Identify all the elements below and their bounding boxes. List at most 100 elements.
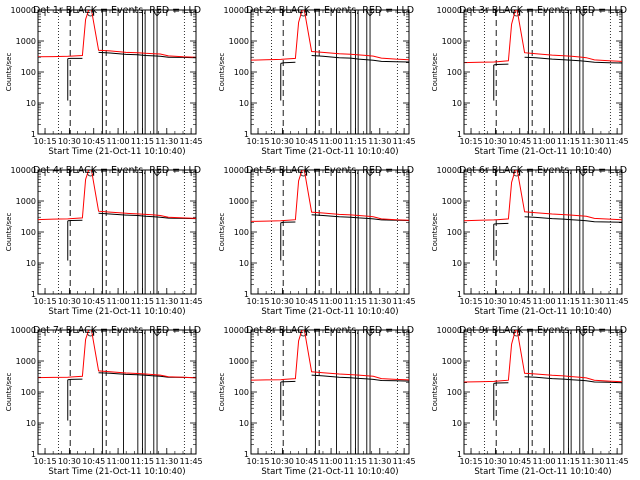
x-axis-label: Start Time (21-Oct-11 10:10:40)	[48, 467, 185, 477]
x-tick-label: 11:00	[107, 297, 130, 306]
series-line-events	[280, 55, 409, 64]
x-tick-label: 11:00	[107, 457, 130, 466]
series-line-lld	[251, 10, 409, 61]
bracket-marker	[365, 170, 375, 177]
x-tick-label: 10:30	[271, 297, 294, 306]
x-tick-label: 10:15	[460, 137, 483, 146]
x-tick-label: 10:15	[460, 297, 483, 306]
x-tick-label: 11:45	[393, 297, 416, 306]
series-line-events	[280, 374, 409, 383]
x-tick-label: 10:15	[247, 297, 270, 306]
y-tick-label: 1000	[16, 197, 36, 206]
panel-det-2: 1 10 100 1000 10000 10:15 10:30 10:45 11:00 11:15…	[218, 5, 416, 157]
panel-det-3: 1 10 100 1000 10000 10:15 10:30 10:45 11:00 11:15…	[431, 5, 629, 157]
series-line-lld	[251, 330, 409, 381]
x-tick-label: 10:45	[508, 137, 531, 146]
x-tick-label: 11:30	[368, 457, 391, 466]
series-line-events	[493, 216, 622, 225]
x-axis-label: Start Time (21-Oct-11 10:10:40)	[474, 147, 611, 157]
y-tick-label: 10	[26, 99, 36, 108]
bracket-marker	[578, 330, 588, 337]
x-tick-label: 11:30	[155, 297, 178, 306]
bracket-marker	[578, 170, 588, 177]
y-tick-label: 1	[457, 290, 462, 299]
x-tick-label: 11:30	[581, 137, 604, 146]
plot-frame	[463, 9, 623, 135]
y-tick-label: 10000	[11, 6, 36, 15]
y-axis-label: Counts/sec	[5, 373, 13, 412]
series-line-events	[67, 212, 196, 222]
plot-frame	[250, 169, 410, 295]
y-tick-label: 10	[26, 259, 36, 268]
series-line-events	[280, 214, 409, 224]
x-tick-label: 10:45	[82, 457, 105, 466]
x-tick-label: 10:15	[247, 137, 270, 146]
x-tick-label: 11:00	[533, 297, 556, 306]
x-tick-label: 11:30	[368, 137, 391, 146]
x-tick-label: 10:30	[58, 297, 81, 306]
x-tick-label: 11:45	[180, 457, 203, 466]
y-tick-label: 100	[447, 228, 462, 237]
y-tick-label: 1	[31, 130, 36, 139]
y-tick-label: 1	[457, 450, 462, 459]
series-line-events	[493, 376, 622, 384]
y-tick-label: 1000	[16, 357, 36, 366]
y-tick-label: 10000	[437, 326, 462, 335]
x-tick-label: 11:00	[533, 457, 556, 466]
series-line-lld	[38, 10, 196, 58]
y-tick-label: 10	[452, 99, 462, 108]
x-tick-label: 11:45	[180, 297, 203, 306]
series-line-events	[67, 51, 196, 60]
x-axis-label: Start Time (21-Oct-11 10:10:40)	[474, 307, 611, 317]
series-line-lld	[38, 170, 196, 221]
x-tick-label: 11:30	[155, 457, 178, 466]
x-tick-label: 11:30	[155, 137, 178, 146]
x-tick-label: 10:15	[34, 457, 57, 466]
y-tick-label: 1	[457, 130, 462, 139]
y-tick-label: 100	[234, 228, 249, 237]
panel-title: Det 4r BLACK = Events, RED = LLD	[33, 165, 201, 176]
panel-title: Det 6r BLACK = Events, RED = LLD	[459, 165, 627, 176]
x-tick-label: 11:15	[131, 457, 154, 466]
y-tick-label: 1000	[442, 37, 462, 46]
panel-title: Det 9r BLACK = Events, RED = LLD	[459, 325, 627, 336]
x-tick-label: 11:15	[344, 457, 367, 466]
x-tick-label: 10:30	[271, 137, 294, 146]
y-tick-label: 10000	[224, 166, 249, 175]
x-tick-label: 10:30	[58, 137, 81, 146]
panel-title: Det 1r BLACK = Events, RED = LLD	[33, 5, 201, 16]
bracket-marker	[152, 330, 162, 337]
panel-title: Det 8r BLACK = Events, RED = LLD	[246, 325, 414, 336]
plot-frame	[250, 9, 410, 135]
x-tick-label: 11:15	[557, 137, 580, 146]
x-tick-label: 11:45	[180, 137, 203, 146]
bracket-marker	[365, 330, 375, 337]
x-tick-label: 11:30	[368, 297, 391, 306]
series-line-lld	[38, 330, 196, 379]
series-line-lld	[464, 330, 622, 383]
y-tick-label: 1000	[16, 37, 36, 46]
y-tick-label: 10	[239, 99, 249, 108]
x-tick-label: 10:45	[295, 297, 318, 306]
x-tick-label: 11:00	[533, 137, 556, 146]
plot-frame	[37, 9, 197, 135]
x-tick-label: 10:30	[58, 457, 81, 466]
bracket-marker	[578, 10, 588, 17]
x-tick-label: 10:45	[295, 457, 318, 466]
panel-det-6: 1 10 100 1000 10000 10:15 10:30 10:45 11:00 11:15…	[431, 165, 629, 317]
y-tick-label: 100	[21, 388, 36, 397]
y-tick-label: 1000	[229, 37, 249, 46]
x-tick-label: 11:15	[344, 297, 367, 306]
x-tick-label: 11:00	[107, 137, 130, 146]
series-line-lld	[464, 170, 622, 222]
y-tick-label: 1000	[229, 357, 249, 366]
y-tick-label: 10	[26, 419, 36, 428]
x-axis-label: Start Time (21-Oct-11 10:10:40)	[261, 307, 398, 317]
y-tick-label: 100	[21, 228, 36, 237]
plot-frame	[250, 329, 410, 455]
y-axis-label: Counts/sec	[218, 213, 226, 252]
y-tick-label: 1000	[442, 357, 462, 366]
y-tick-label: 1000	[442, 197, 462, 206]
x-tick-label: 11:00	[320, 137, 343, 146]
